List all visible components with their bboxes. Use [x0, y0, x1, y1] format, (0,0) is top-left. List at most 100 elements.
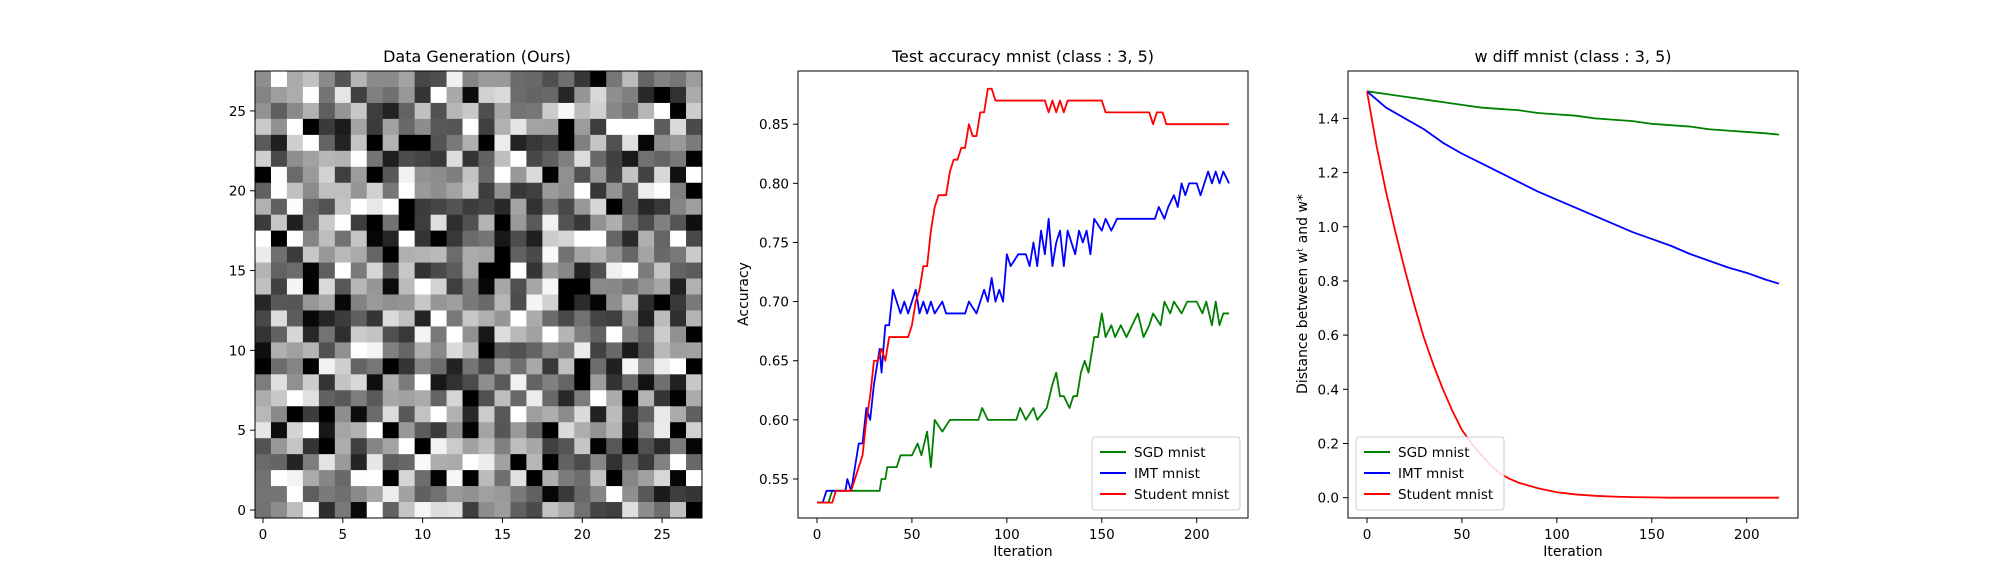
- heatmap-cell: [574, 310, 591, 327]
- heatmap-cell: [398, 342, 416, 359]
- heatmap-cell: [255, 454, 272, 471]
- heatmap-cell: [606, 182, 623, 200]
- heatmap-cell: [398, 438, 416, 455]
- heatmap-cell: [590, 230, 607, 247]
- heatmap-cell: [366, 198, 384, 216]
- heatmap-cell: [558, 358, 575, 375]
- heatmap-cell: [510, 214, 527, 232]
- heatmap-cell: [270, 182, 288, 200]
- heatmap-cell: [462, 134, 479, 152]
- heatmap-cell: [302, 310, 320, 327]
- heatmap-cell: [462, 358, 479, 375]
- heatmap-cell: [302, 198, 320, 216]
- heatmap-cell: [638, 502, 655, 519]
- heatmap-cell: [382, 166, 400, 184]
- heatmap-cell: [478, 230, 495, 247]
- heatmap-cell: [542, 374, 559, 391]
- heatmap-cell: [414, 214, 431, 232]
- heatmap-cell: [478, 166, 495, 184]
- heatmap-cell: [590, 326, 607, 343]
- heatmap-cell: [414, 294, 431, 311]
- heatmap-cell: [255, 182, 272, 200]
- heatmap-cell: [542, 454, 559, 471]
- heatmap-cell: [542, 438, 559, 455]
- heatmap-cell: [494, 310, 511, 327]
- heatmap-cell: [366, 166, 384, 184]
- heatmap-cell: [670, 102, 687, 120]
- accuracy-frame: [797, 70, 1249, 519]
- heatmap-cell: [270, 342, 288, 359]
- heatmap-cell: [366, 310, 384, 327]
- wdiff-ytick-label: 0.0: [1318, 491, 1339, 507]
- heatmap-cell: [302, 71, 320, 88]
- heatmap-cell: [670, 422, 687, 439]
- wdiff-series-line: [1366, 90, 1780, 136]
- heatmap-cell: [382, 71, 400, 88]
- heatmap-cell: [318, 134, 336, 152]
- wdiff-legend-box: [1355, 436, 1505, 511]
- heatmap-cell: [286, 294, 304, 311]
- heatmap-cell: [590, 310, 607, 327]
- heatmap-cell: [430, 454, 447, 471]
- heatmap-cell: [270, 326, 288, 343]
- heatmap-cell: [366, 278, 384, 295]
- heatmap-cell: [270, 358, 288, 375]
- heatmap-cell: [638, 374, 655, 391]
- heatmap-cell: [574, 86, 591, 104]
- heatmap-cell: [286, 326, 304, 343]
- heatmap-cell: [334, 166, 352, 184]
- heatmap-cell: [494, 150, 511, 168]
- heatmap-cell: [670, 486, 687, 503]
- heatmap-cell: [638, 470, 655, 487]
- heatmap-cell: [638, 230, 655, 247]
- heatmap-cell: [558, 310, 575, 327]
- heatmap-cell: [574, 454, 591, 471]
- heatmap-cell: [622, 71, 639, 88]
- heatmap-cell: [270, 310, 288, 327]
- heatmap-xtick-label: 25: [653, 527, 670, 543]
- heatmap-cell: [494, 390, 511, 407]
- heatmap-cell: [590, 198, 607, 216]
- heatmap-cell: [542, 230, 559, 247]
- heatmap-cell: [622, 166, 639, 184]
- heatmap-cell: [414, 310, 431, 327]
- heatmap-cell: [462, 150, 479, 168]
- heatmap-cell: [590, 86, 607, 104]
- heatmap-cell: [334, 294, 352, 311]
- heatmap-cell: [366, 470, 384, 487]
- heatmap-cell: [366, 182, 384, 200]
- heatmap-cell: [302, 502, 320, 519]
- heatmap-cell: [334, 502, 352, 519]
- heatmap-cell: [270, 230, 288, 247]
- heatmap-cell: [670, 134, 687, 152]
- heatmap-cell: [430, 438, 447, 455]
- heatmap-cell: [510, 406, 527, 423]
- heatmap-cell: [606, 198, 623, 216]
- heatmap-cell: [366, 294, 384, 311]
- heatmap-cell: [622, 406, 639, 423]
- wdiff-ytick-label: 1.0: [1318, 220, 1339, 236]
- heatmap-cell: [318, 118, 336, 136]
- heatmap-cell: [574, 150, 591, 168]
- heatmap-cell: [318, 454, 336, 471]
- heatmap-cell: [382, 278, 400, 295]
- heatmap-cell: [255, 294, 272, 311]
- heatmap-cell: [318, 71, 336, 88]
- heatmap-cell: [526, 214, 543, 232]
- heatmap-cell: [334, 358, 352, 375]
- heatmap-cell: [638, 166, 655, 184]
- heatmap-cell: [670, 150, 687, 168]
- heatmap-cell: [478, 422, 495, 439]
- heatmap-cell: [350, 182, 368, 200]
- heatmap-cell: [430, 214, 447, 232]
- heatmap-cell: [366, 214, 384, 232]
- heatmap-cell: [510, 390, 527, 407]
- heatmap-cell: [446, 71, 463, 88]
- heatmap-cell: [286, 198, 304, 216]
- heatmap-cell: [606, 262, 623, 279]
- heatmap-cell: [430, 326, 447, 343]
- heatmap-cell: [350, 326, 368, 343]
- heatmap-cell: [318, 406, 336, 423]
- heatmap-cell: [510, 486, 527, 503]
- heatmap-cell: [606, 470, 623, 487]
